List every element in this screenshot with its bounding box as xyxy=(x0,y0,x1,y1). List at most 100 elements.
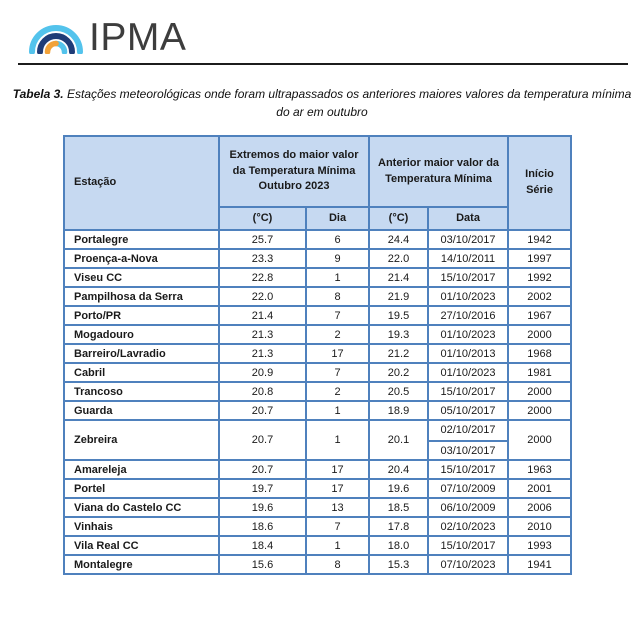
prev-date-cell: 02/10/2023 xyxy=(427,516,510,537)
day-cell: 17 xyxy=(304,343,371,364)
prev-temp-cell: 20.4 xyxy=(368,459,430,480)
series-start-cell: 2002 xyxy=(507,286,573,307)
table-row: Barreiro/Lavradio 21.3 17 21.2 01/10/2013 196… xyxy=(63,343,573,364)
table-row: Vila Real CC 18.4 1 18.0 15/10/2017 1993 xyxy=(63,535,573,556)
temp-2023-cell: 23.3 xyxy=(218,248,307,269)
prev-date-cell: 01/10/2023 xyxy=(427,286,510,307)
series-start-cell: 1942 xyxy=(507,229,573,250)
station-cell: Proença-a-Nova xyxy=(63,248,220,269)
day-cell: 1 xyxy=(304,267,371,288)
table-caption-line1: Estações meteorológicas onde foram ultra… xyxy=(66,87,632,101)
temp-2023-cell: 18.6 xyxy=(218,516,307,537)
series-start-cell: 2006 xyxy=(507,497,573,518)
prev-date-cell: 27/10/2016 xyxy=(427,305,510,326)
day-cell: 2 xyxy=(304,381,371,402)
table-row: Montalegre 15.6 8 15.3 07/10/2023 1941 xyxy=(63,554,573,575)
prev-date-cell: 15/10/2017 xyxy=(427,381,510,402)
series-start-cell: 1997 xyxy=(507,248,573,269)
table-row: Portalegre 25.7 6 24.4 03/10/2017 1942 xyxy=(63,229,573,250)
day-cell: 2 xyxy=(304,324,371,345)
prev-temp-cell: 19.6 xyxy=(368,478,430,499)
table-row: Amareleja 20.7 17 20.4 15/10/2017 1963 xyxy=(63,459,573,480)
series-start-cell: 1967 xyxy=(507,305,573,326)
table-row: Pampilhosa da Serra 22.0 8 21.9 01/10/2023 20… xyxy=(63,286,573,307)
temp-2023-cell: 22.8 xyxy=(218,267,307,288)
station-cell: Guarda xyxy=(63,400,220,421)
station-cell: Barreiro/Lavradio xyxy=(63,343,220,364)
prev-temp-cell: 18.0 xyxy=(368,535,430,556)
logo-text: IPMA xyxy=(89,16,187,60)
table-caption: Tabela 3. Estações meteorológicas onde f… xyxy=(12,85,632,121)
temp-2023-cell: 15.6 xyxy=(218,554,307,575)
table-row: Portel 19.7 17 19.6 07/10/2009 2001 xyxy=(63,478,573,499)
table-row: Proença-a-Nova 23.3 9 22.0 14/10/2011 1997 xyxy=(63,248,573,269)
day-cell: 17 xyxy=(304,459,371,480)
temp-2023-cell: 20.8 xyxy=(218,381,307,402)
table-row: Viseu CC 22.8 1 21.4 15/10/2017 1992 xyxy=(63,267,573,288)
col-header-estacao: Estação xyxy=(63,135,220,231)
prev-date-cell: 07/10/2009 xyxy=(427,478,510,499)
prev-temp-cell: 18.5 xyxy=(368,497,430,518)
prev-date-cell: 14/10/2011 xyxy=(427,248,510,269)
prev-date-cell: 03/10/2017 xyxy=(427,229,510,250)
series-start-cell: 2000 xyxy=(507,381,573,402)
col-header-inicio-serie: Início Série xyxy=(507,135,573,231)
table-row: Zebreira 20.7 1 20.1 02/10/2017 03/10/2017 200… xyxy=(63,419,573,461)
table-row: Guarda 20.7 1 18.9 05/10/2017 2000 xyxy=(63,400,573,421)
series-start-cell: 1941 xyxy=(507,554,573,575)
station-cell: Vinhais xyxy=(63,516,220,537)
stations-table-body: Portalegre 25.7 6 24.4 03/10/2017 1942 Proença… xyxy=(63,229,573,575)
series-start-cell: 1993 xyxy=(507,535,573,556)
prev-temp-cell: 22.0 xyxy=(368,248,430,269)
prev-date-cell: 01/10/2023 xyxy=(427,362,510,383)
prev-temp-cell: 20.5 xyxy=(368,381,430,402)
series-start-cell: 2000 xyxy=(507,324,573,345)
prev-date-subcell: 03/10/2017 xyxy=(429,440,508,459)
station-cell: Pampilhosa da Serra xyxy=(63,286,220,307)
table-row: Cabril 20.9 7 20.2 01/10/2023 1981 xyxy=(63,362,573,383)
station-cell: Montalegre xyxy=(63,554,220,575)
prev-temp-cell: 20.2 xyxy=(368,362,430,383)
station-cell: Viana do Castelo CC xyxy=(63,497,220,518)
ipma-rainbow-icon xyxy=(29,25,83,54)
temp-2023-cell: 22.0 xyxy=(218,286,307,307)
temp-2023-cell: 21.4 xyxy=(218,305,307,326)
col-subheader-temp-2023: (°C) xyxy=(218,206,307,231)
col-subheader-dia: Dia xyxy=(304,206,371,231)
prev-date-cell: 06/10/2009 xyxy=(427,497,510,518)
day-cell: 1 xyxy=(304,419,371,461)
day-cell: 1 xyxy=(304,400,371,421)
ipma-logo: IPMA xyxy=(27,12,644,60)
stations-table-header: Estação Extremos do maior valor da Tempe… xyxy=(63,135,573,231)
series-start-cell: 2000 xyxy=(507,400,573,421)
day-cell: 9 xyxy=(304,248,371,269)
prev-date-cell: 02/10/2017 03/10/2017 xyxy=(427,419,510,461)
temp-2023-cell: 19.6 xyxy=(218,497,307,518)
day-cell: 7 xyxy=(304,516,371,537)
day-cell: 6 xyxy=(304,229,371,250)
series-start-cell: 1981 xyxy=(507,362,573,383)
station-cell: Portel xyxy=(63,478,220,499)
prev-temp-cell: 24.4 xyxy=(368,229,430,250)
station-cell: Porto/PR xyxy=(63,305,220,326)
prev-temp-cell: 17.8 xyxy=(368,516,430,537)
day-cell: 7 xyxy=(304,362,371,383)
table-row: Viana do Castelo CC 19.6 13 18.5 06/10/2009 2… xyxy=(63,497,573,518)
temp-2023-cell: 19.7 xyxy=(218,478,307,499)
header-divider xyxy=(18,63,628,65)
day-cell: 17 xyxy=(304,478,371,499)
col-header-extremos-2023: Extremos do maior valor da Temperatura M… xyxy=(217,135,371,208)
temp-2023-cell: 20.9 xyxy=(218,362,307,383)
temp-2023-cell: 18.4 xyxy=(218,535,307,556)
prev-temp-cell: 19.3 xyxy=(368,324,430,345)
prev-temp-cell: 15.3 xyxy=(368,554,430,575)
prev-temp-cell: 21.2 xyxy=(368,343,430,364)
temp-2023-cell: 25.7 xyxy=(218,229,307,250)
table-row: Trancoso 20.8 2 20.5 15/10/2017 2000 xyxy=(63,381,573,402)
prev-date-subcell: 02/10/2017 xyxy=(440,424,496,436)
stations-table: Estação Extremos do maior valor da Tempe… xyxy=(63,135,573,575)
station-cell: Trancoso xyxy=(63,381,220,402)
series-start-cell: 2001 xyxy=(507,478,573,499)
station-cell: Vila Real CC xyxy=(63,535,220,556)
